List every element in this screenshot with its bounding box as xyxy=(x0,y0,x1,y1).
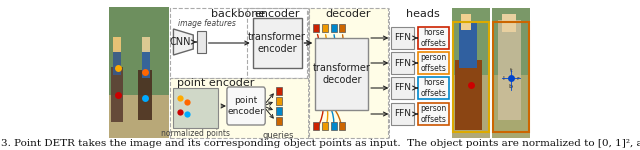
Text: encoder: encoder xyxy=(254,9,300,19)
Bar xyxy=(492,75,530,138)
Bar xyxy=(276,107,282,115)
Text: FFN: FFN xyxy=(394,84,411,93)
Bar xyxy=(141,37,150,52)
Bar xyxy=(418,103,449,125)
Bar xyxy=(418,77,449,99)
Bar xyxy=(173,88,218,128)
Bar xyxy=(276,117,282,125)
Bar xyxy=(111,67,123,122)
Bar xyxy=(170,8,308,78)
FancyBboxPatch shape xyxy=(227,87,265,125)
Bar xyxy=(316,38,368,110)
Text: t: t xyxy=(509,68,512,72)
Bar xyxy=(170,78,312,138)
Text: b: b xyxy=(509,84,513,90)
Text: person
offsets: person offsets xyxy=(420,104,447,124)
Bar xyxy=(459,23,477,68)
Bar xyxy=(492,8,530,138)
Text: point
encoder: point encoder xyxy=(228,96,264,116)
Bar xyxy=(339,122,345,130)
Text: FFN: FFN xyxy=(394,110,411,118)
Bar xyxy=(461,14,471,30)
Bar xyxy=(322,122,328,130)
Bar xyxy=(109,7,170,95)
Bar xyxy=(331,24,337,32)
Bar xyxy=(113,37,120,52)
Bar xyxy=(276,97,282,105)
Text: image features: image features xyxy=(177,18,236,27)
Bar xyxy=(493,22,529,132)
Text: normalized points: normalized points xyxy=(161,129,230,138)
Text: l: l xyxy=(502,75,504,81)
Text: Figure 3. Point DETR takes the image and its corresponding object points as inpu: Figure 3. Point DETR takes the image and… xyxy=(0,140,640,148)
Bar xyxy=(453,22,489,132)
Bar xyxy=(452,75,490,138)
Text: horse
offsets: horse offsets xyxy=(420,78,447,98)
Bar xyxy=(113,50,120,75)
Bar xyxy=(308,8,388,138)
Polygon shape xyxy=(173,29,193,55)
Bar xyxy=(452,8,490,75)
Text: decoder: decoder xyxy=(326,9,371,19)
Bar xyxy=(196,31,206,53)
Bar xyxy=(314,24,319,32)
Text: r: r xyxy=(516,75,519,81)
Text: point encoder: point encoder xyxy=(177,78,254,88)
Bar xyxy=(492,8,530,75)
Text: FFN: FFN xyxy=(394,33,411,42)
Bar xyxy=(391,103,415,125)
Bar xyxy=(276,87,282,95)
Bar xyxy=(339,24,345,32)
Text: backbone: backbone xyxy=(211,9,266,19)
Text: horse
offsets: horse offsets xyxy=(420,28,447,48)
Text: CNN: CNN xyxy=(170,37,191,47)
Bar xyxy=(502,14,516,32)
Text: FFN: FFN xyxy=(394,58,411,68)
Bar xyxy=(455,60,482,130)
Text: queries: queries xyxy=(262,132,294,141)
Bar xyxy=(391,77,415,99)
Text: person
offsets: person offsets xyxy=(420,53,447,73)
Bar xyxy=(418,27,449,49)
Bar xyxy=(253,18,301,68)
Bar xyxy=(138,70,152,120)
Text: heads: heads xyxy=(406,9,440,19)
Bar xyxy=(391,27,415,49)
Bar xyxy=(248,8,307,78)
Bar xyxy=(499,20,522,120)
Bar xyxy=(452,8,490,138)
Bar xyxy=(109,95,170,138)
Bar xyxy=(391,52,415,74)
Text: transformer
decoder: transformer decoder xyxy=(313,63,371,85)
Bar xyxy=(314,122,319,130)
Bar xyxy=(331,122,337,130)
Bar xyxy=(418,52,449,74)
Bar xyxy=(141,50,150,78)
Text: transformer
encoder: transformer encoder xyxy=(248,32,306,54)
Bar xyxy=(322,24,328,32)
